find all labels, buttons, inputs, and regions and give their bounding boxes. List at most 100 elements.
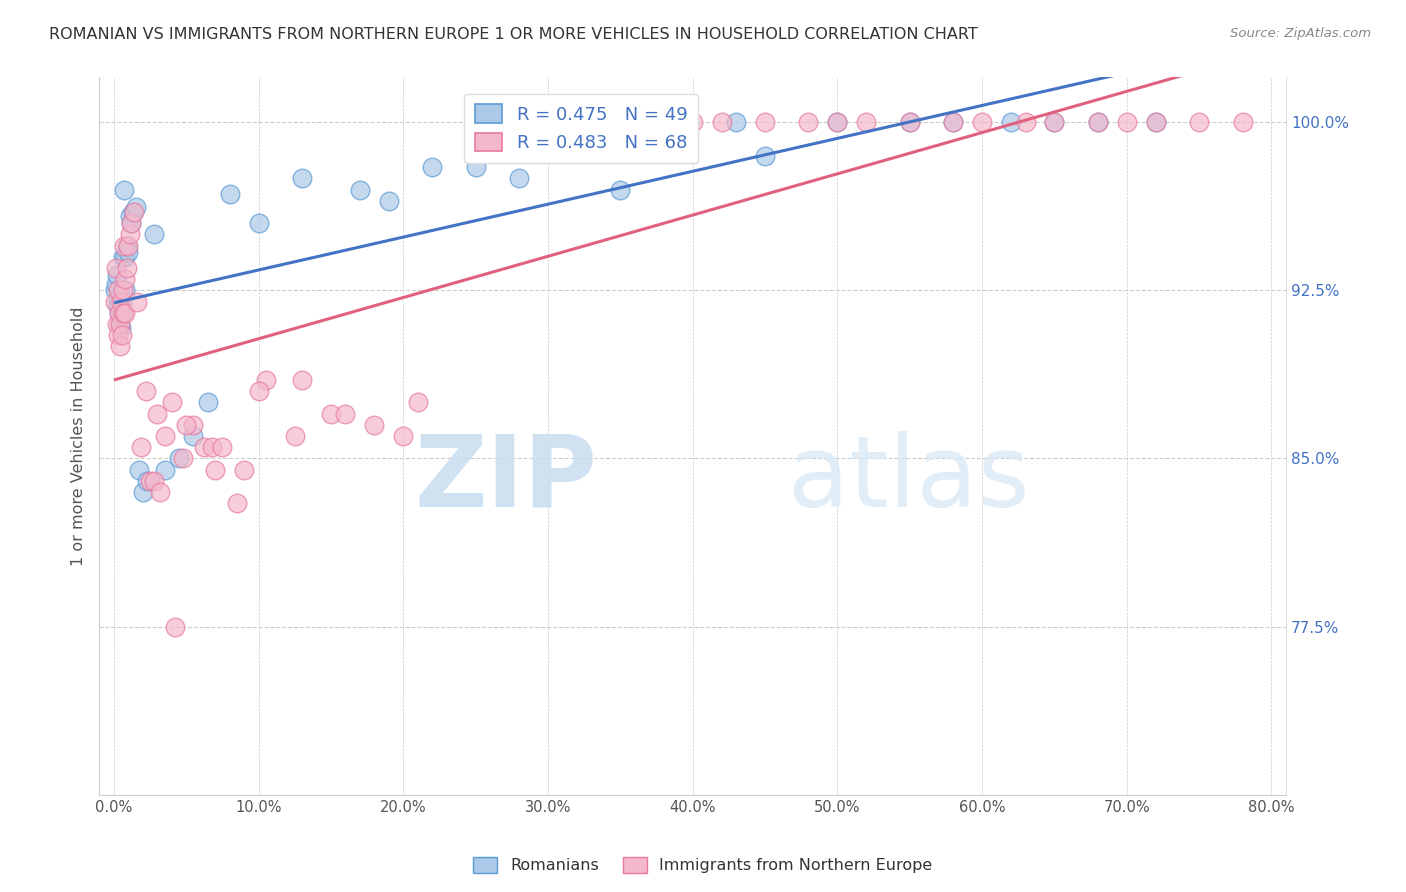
Point bbox=[406, 395, 429, 409]
Point bbox=[117, 238, 139, 252]
Point bbox=[827, 115, 849, 129]
Point bbox=[197, 395, 219, 409]
Point bbox=[105, 277, 128, 291]
Point bbox=[1000, 115, 1022, 129]
Point bbox=[378, 194, 401, 208]
Point bbox=[136, 474, 159, 488]
Point bbox=[284, 429, 307, 443]
Point bbox=[107, 299, 129, 313]
Point bbox=[110, 317, 132, 331]
Point bbox=[111, 328, 134, 343]
Point bbox=[204, 463, 226, 477]
Point bbox=[132, 485, 155, 500]
Point bbox=[105, 317, 128, 331]
Text: ZIP: ZIP bbox=[415, 431, 598, 527]
Point bbox=[682, 115, 704, 129]
Point bbox=[118, 227, 141, 242]
Point bbox=[135, 384, 157, 399]
Point bbox=[120, 216, 142, 230]
Point bbox=[139, 474, 162, 488]
Point bbox=[114, 250, 136, 264]
Point bbox=[107, 294, 129, 309]
Point bbox=[725, 115, 748, 129]
Point bbox=[146, 407, 169, 421]
Point bbox=[143, 474, 166, 488]
Point bbox=[114, 272, 136, 286]
Point bbox=[1232, 115, 1254, 129]
Point bbox=[193, 440, 215, 454]
Point bbox=[114, 306, 136, 320]
Point bbox=[827, 115, 849, 129]
Point bbox=[112, 250, 135, 264]
Point bbox=[128, 463, 150, 477]
Point bbox=[335, 407, 357, 421]
Point bbox=[218, 186, 240, 201]
Point bbox=[111, 306, 134, 320]
Point bbox=[112, 284, 135, 298]
Point bbox=[855, 115, 877, 129]
Point bbox=[797, 115, 820, 129]
Point bbox=[420, 160, 443, 174]
Point bbox=[110, 321, 132, 335]
Point bbox=[652, 115, 675, 129]
Legend: Romanians, Immigrants from Northern Europe: Romanians, Immigrants from Northern Euro… bbox=[467, 850, 939, 880]
Point bbox=[1188, 115, 1211, 129]
Point bbox=[153, 429, 176, 443]
Point bbox=[172, 451, 194, 466]
Point bbox=[121, 205, 143, 219]
Point bbox=[1087, 115, 1109, 129]
Point bbox=[291, 171, 314, 186]
Point bbox=[710, 115, 733, 129]
Point bbox=[115, 260, 138, 275]
Point bbox=[107, 284, 129, 298]
Point bbox=[110, 294, 132, 309]
Point bbox=[183, 429, 205, 443]
Point bbox=[111, 294, 134, 309]
Point bbox=[117, 245, 139, 260]
Point bbox=[131, 440, 153, 454]
Point bbox=[104, 284, 127, 298]
Legend: R = 0.475   N = 49, R = 0.483   N = 68: R = 0.475 N = 49, R = 0.483 N = 68 bbox=[464, 94, 699, 163]
Point bbox=[1115, 115, 1137, 129]
Point bbox=[247, 384, 270, 399]
Point bbox=[108, 339, 131, 353]
Text: atlas: atlas bbox=[787, 431, 1029, 527]
Point bbox=[112, 182, 135, 196]
Point bbox=[392, 429, 415, 443]
Text: ROMANIAN VS IMMIGRANTS FROM NORTHERN EUROPE 1 OR MORE VEHICLES IN HOUSEHOLD CORR: ROMANIAN VS IMMIGRANTS FROM NORTHERN EUR… bbox=[49, 27, 979, 42]
Point bbox=[125, 294, 148, 309]
Point bbox=[1014, 115, 1036, 129]
Point bbox=[1144, 115, 1167, 129]
Point bbox=[349, 182, 371, 196]
Point bbox=[183, 417, 205, 432]
Point bbox=[537, 115, 560, 129]
Point bbox=[167, 451, 190, 466]
Point bbox=[104, 294, 127, 309]
Point bbox=[363, 417, 385, 432]
Point bbox=[174, 417, 197, 432]
Point bbox=[201, 440, 224, 454]
Point bbox=[107, 328, 129, 343]
Point bbox=[149, 485, 172, 500]
Point bbox=[319, 407, 342, 421]
Point bbox=[1043, 115, 1066, 129]
Point bbox=[972, 115, 994, 129]
Point bbox=[120, 216, 142, 230]
Y-axis label: 1 or more Vehicles in Household: 1 or more Vehicles in Household bbox=[72, 306, 86, 566]
Point bbox=[537, 115, 560, 129]
Point bbox=[609, 182, 631, 196]
Point bbox=[247, 216, 270, 230]
Point bbox=[942, 115, 965, 129]
Point bbox=[153, 463, 176, 477]
Point bbox=[143, 227, 166, 242]
Point bbox=[942, 115, 965, 129]
Point bbox=[464, 160, 486, 174]
Point bbox=[124, 201, 146, 215]
Point bbox=[898, 115, 921, 129]
Point bbox=[754, 115, 776, 129]
Point bbox=[108, 306, 131, 320]
Point bbox=[754, 149, 776, 163]
Point bbox=[291, 373, 314, 387]
Point bbox=[108, 288, 131, 302]
Point bbox=[1144, 115, 1167, 129]
